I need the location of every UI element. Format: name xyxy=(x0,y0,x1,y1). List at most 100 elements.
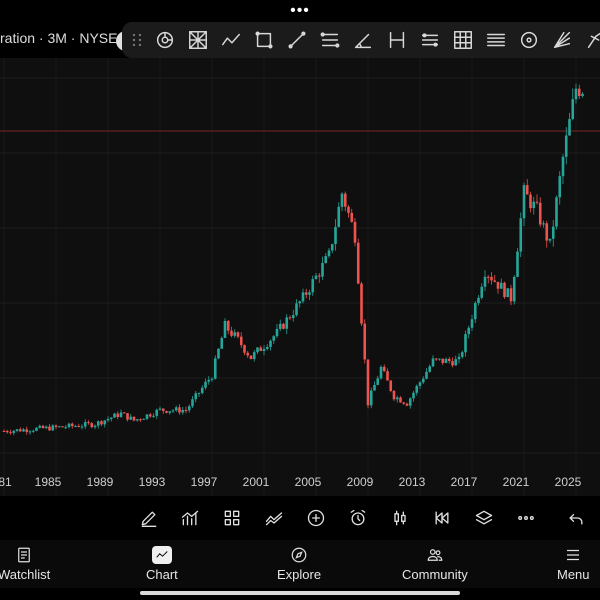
candle-up xyxy=(28,431,32,433)
candle-up xyxy=(171,410,175,412)
fan-icon[interactable] xyxy=(546,22,579,58)
candle-up xyxy=(395,397,399,400)
x-tick-label: 1997 xyxy=(190,475,218,489)
x-tick-label: 1985 xyxy=(34,475,62,489)
angle-line-icon[interactable] xyxy=(347,22,380,58)
price-chart[interactable] xyxy=(0,58,600,496)
candle-up xyxy=(152,415,155,417)
candle-up xyxy=(321,262,324,277)
candle-down xyxy=(356,242,360,284)
x-tick-label: 2005 xyxy=(294,475,322,489)
candle-down xyxy=(178,407,181,413)
candle-down xyxy=(259,347,263,352)
candle-down xyxy=(402,402,406,404)
candle-up xyxy=(334,226,337,245)
candle-down xyxy=(230,330,233,336)
nav-label: Explore xyxy=(277,567,322,582)
candle-up xyxy=(477,297,480,304)
trend-polyline-icon[interactable] xyxy=(214,22,247,58)
target-icon[interactable] xyxy=(513,22,546,58)
candle-up xyxy=(438,358,441,360)
candle-down xyxy=(161,408,165,411)
candle-up xyxy=(57,426,61,428)
candle-up xyxy=(44,426,48,429)
candle-up xyxy=(369,390,373,406)
candle-up xyxy=(311,279,315,293)
candle-up xyxy=(483,276,487,287)
bottom-navigation: Watchlist Chart Explore Community Menu xyxy=(0,540,600,588)
undo-icon[interactable] xyxy=(563,505,589,531)
compare-icon[interactable] xyxy=(261,505,287,531)
candle-up xyxy=(129,416,133,420)
more-icon[interactable] xyxy=(513,505,539,531)
candle-up xyxy=(412,392,415,399)
parallel-channel-icon[interactable] xyxy=(413,22,446,58)
pitchfork-icon[interactable] xyxy=(579,22,600,58)
candle-down xyxy=(360,283,363,324)
date-range-icon[interactable] xyxy=(380,22,413,58)
chart-line-icon xyxy=(156,551,168,558)
candle-down xyxy=(122,412,126,414)
candle-up xyxy=(330,244,334,251)
candle-down xyxy=(343,193,347,207)
candle-down xyxy=(347,206,350,213)
candle-up xyxy=(142,418,146,420)
candle-up xyxy=(191,399,194,407)
candle-up xyxy=(35,427,38,431)
candle-down xyxy=(350,212,354,222)
candle-down xyxy=(386,371,389,381)
nav-community[interactable]: Community xyxy=(402,545,468,582)
candle-up xyxy=(291,315,295,319)
candle-down xyxy=(165,410,168,413)
alarm-icon[interactable] xyxy=(345,505,371,531)
candle-down xyxy=(496,281,500,289)
nav-explore[interactable]: Explore xyxy=(277,545,321,582)
candle-up xyxy=(204,381,207,388)
draw-pen-icon[interactable] xyxy=(136,505,162,531)
add-circle-icon[interactable] xyxy=(303,505,329,531)
drag-handle[interactable]: ••• xyxy=(290,2,310,19)
candle-up xyxy=(15,429,19,431)
candlestick-chart[interactable] xyxy=(0,58,600,496)
layers-icon[interactable] xyxy=(471,505,497,531)
cursor-crosshair-icon[interactable] xyxy=(148,22,181,58)
nav-label: Chart xyxy=(146,567,178,582)
grid-icon[interactable] xyxy=(446,22,479,58)
candle-down xyxy=(226,321,230,331)
nav-menu[interactable]: Menu xyxy=(557,545,590,582)
candle-down xyxy=(451,361,454,366)
rectangle-icon[interactable] xyxy=(247,22,280,58)
grip-icon[interactable] xyxy=(132,33,142,47)
candle-up xyxy=(542,223,545,225)
candle-up xyxy=(564,135,568,157)
trend-line-icon[interactable] xyxy=(281,22,314,58)
candle-up xyxy=(38,425,42,428)
candle-up xyxy=(187,406,191,411)
web-pattern-icon[interactable] xyxy=(181,22,214,58)
chart-bottom-toolbar xyxy=(0,496,600,540)
candle-down xyxy=(48,426,51,431)
candle-type-icon[interactable] xyxy=(387,505,413,531)
candle-up xyxy=(31,430,35,432)
candle-up xyxy=(174,407,178,411)
candle-up xyxy=(135,419,139,421)
layout-grid-icon[interactable] xyxy=(219,505,245,531)
fib-retracement-icon[interactable] xyxy=(314,22,347,58)
candle-up xyxy=(454,359,458,366)
candle-up xyxy=(113,413,116,418)
drawing-toolbar xyxy=(122,22,600,58)
candle-up xyxy=(425,371,428,379)
x-tick-label: 2021 xyxy=(502,475,530,489)
candle-up xyxy=(467,327,471,335)
candle-up xyxy=(217,348,220,359)
horizontal-lines-icon[interactable] xyxy=(479,22,512,58)
candle-down xyxy=(317,275,321,277)
candle-up xyxy=(324,256,328,263)
symbol-label[interactable]: ration · 3M · NYSE xyxy=(0,30,118,46)
candle-up xyxy=(522,185,526,219)
indicators-icon[interactable] xyxy=(177,505,203,531)
nav-watchlist[interactable]: Watchlist xyxy=(0,545,50,582)
nav-chart[interactable]: Chart xyxy=(146,545,178,582)
people-icon xyxy=(427,549,443,561)
replay-icon[interactable] xyxy=(429,505,455,531)
